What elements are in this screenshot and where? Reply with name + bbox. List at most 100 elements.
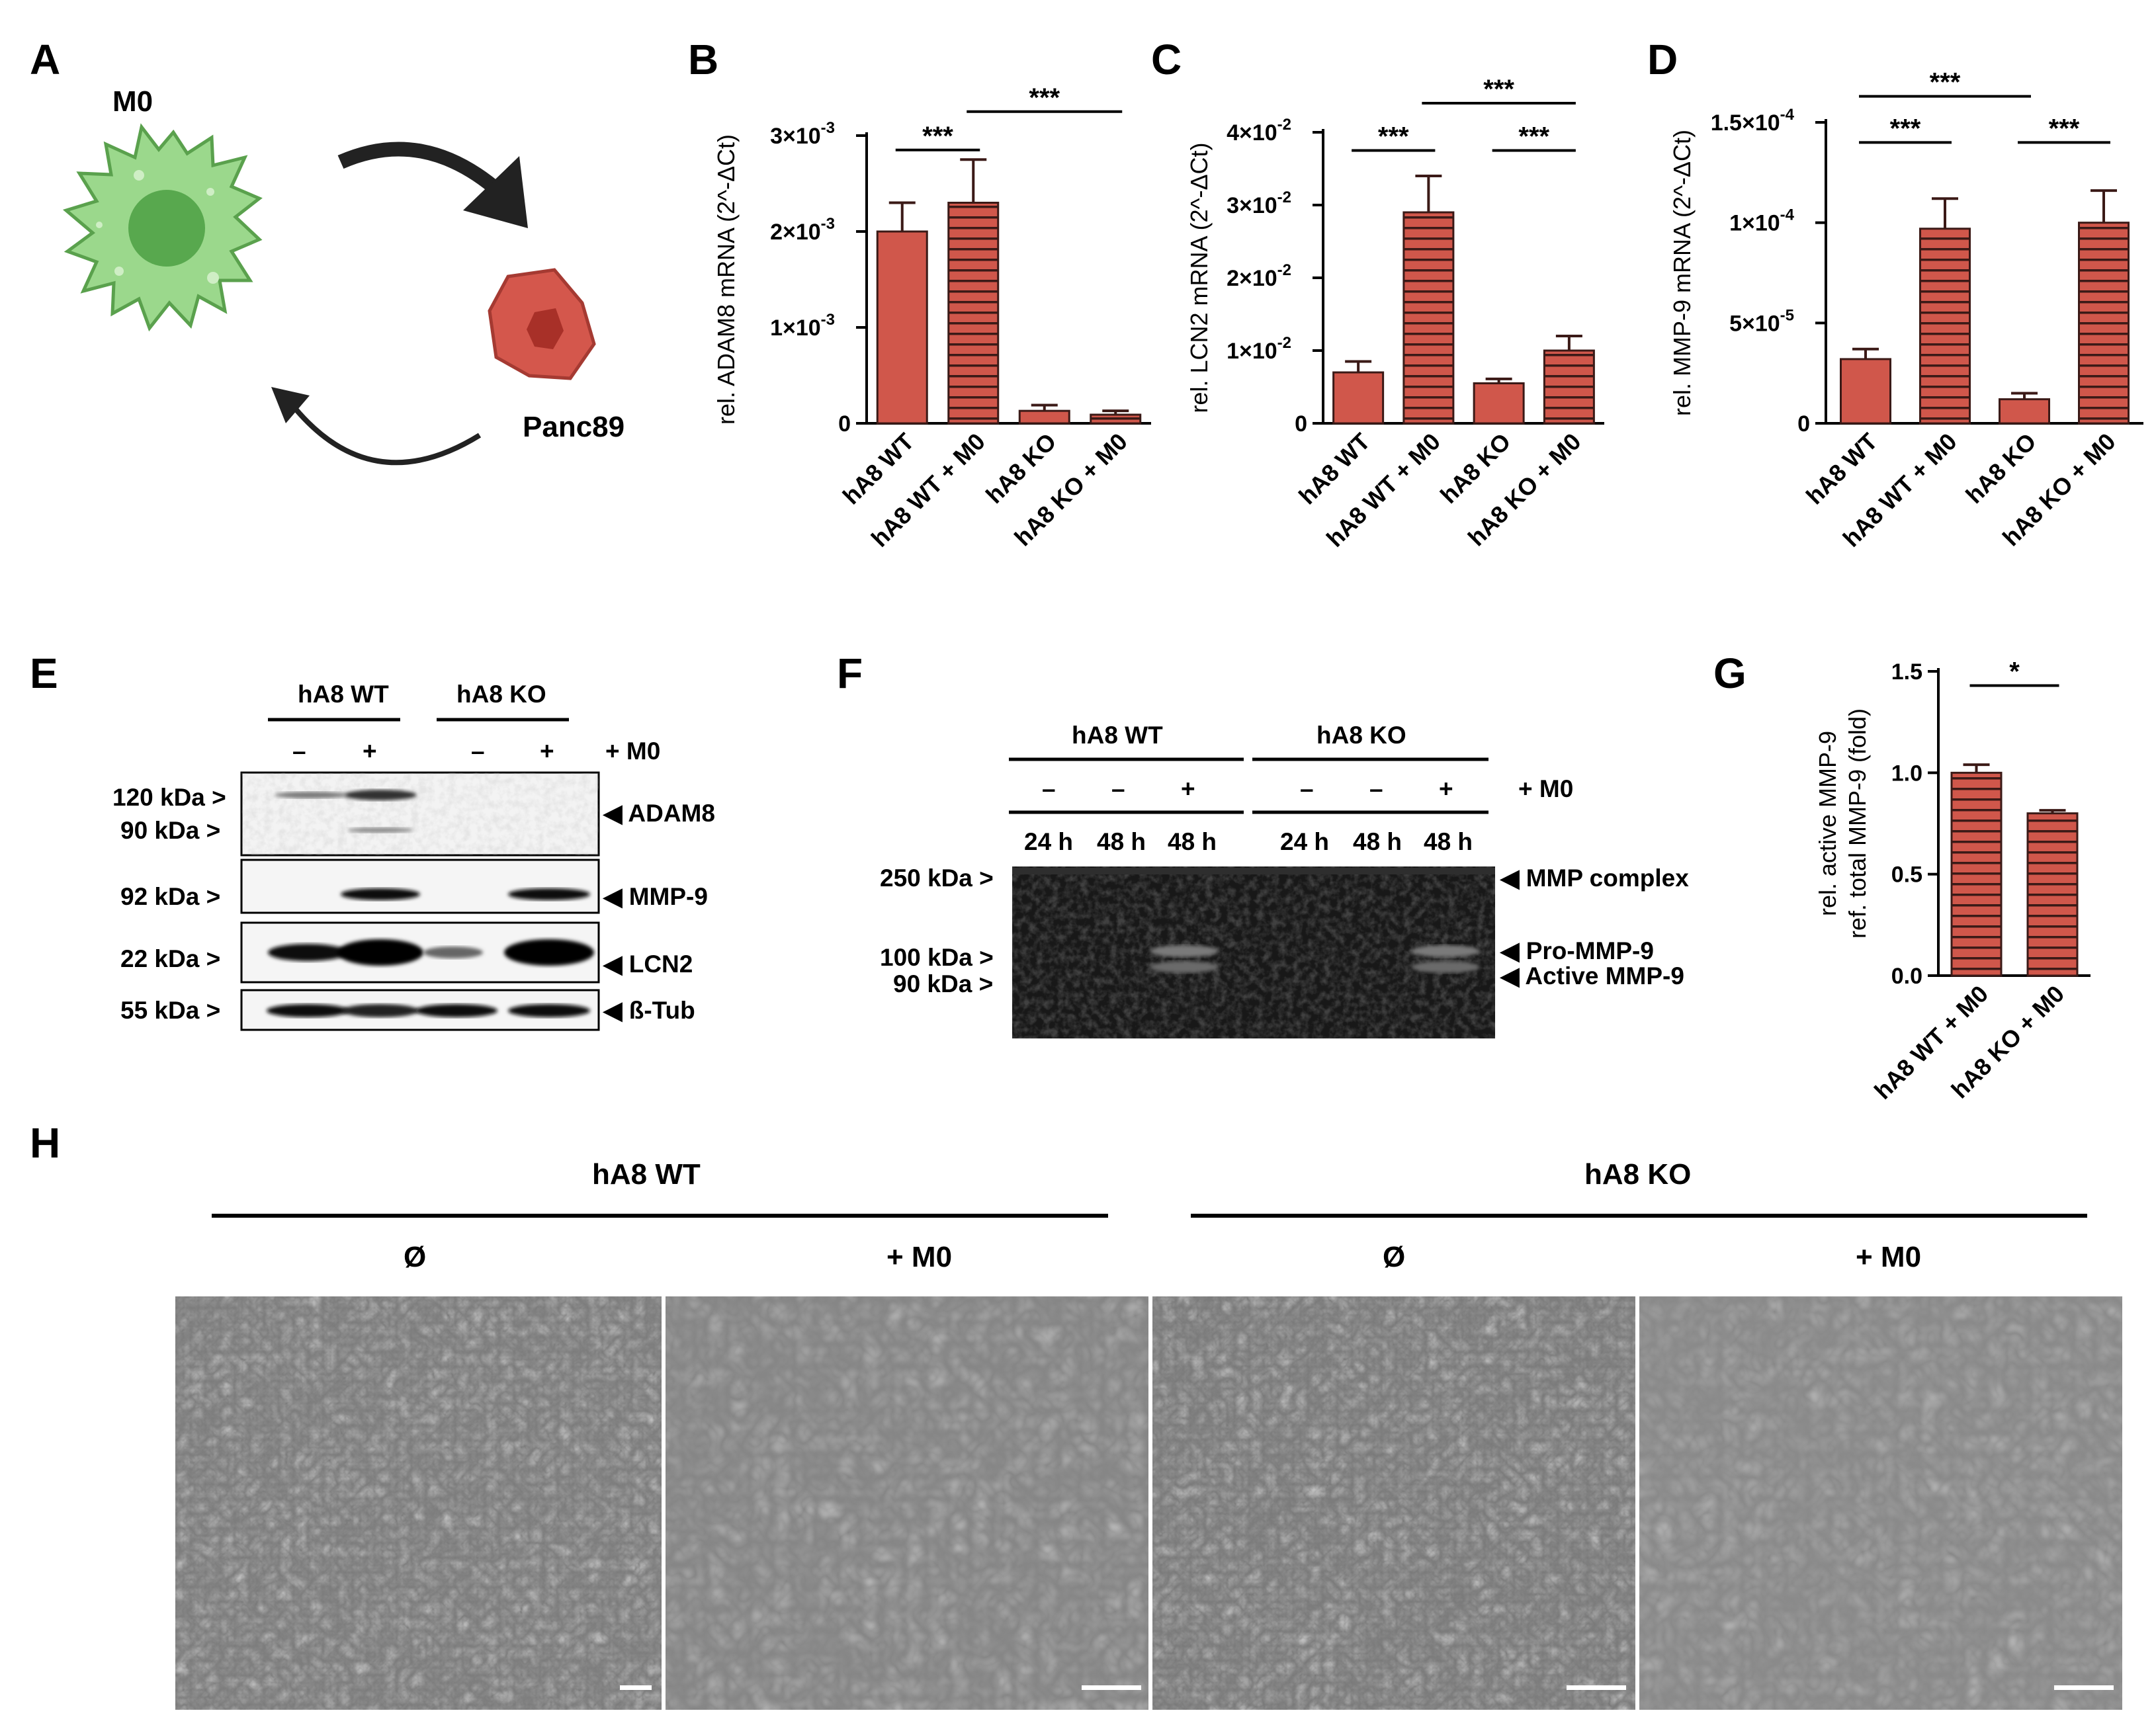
bar-g-0	[1950, 771, 2003, 977]
y-axis-label-c: rel. LCN2 mRNA (2^-ΔCt)	[1186, 143, 1213, 413]
macrophage-label: M0	[112, 85, 153, 118]
y-tick-label-c-0: 0	[1295, 411, 1307, 437]
panel-letter-g: G	[1713, 650, 1746, 697]
micrograph-ko-control	[1152, 1296, 1635, 1710]
bar-d-0	[1840, 358, 1891, 425]
bar-c-0	[1332, 371, 1385, 425]
western-blot-panel-e: hA8 WT hA8 KO – + – + + M0 120 kDa > 90 …	[112, 681, 715, 1031]
panel-letter-c: C	[1151, 36, 1182, 83]
micro-cond-1: Ø	[404, 1241, 426, 1273]
panel-letter-e: E	[30, 650, 58, 697]
y-tick-label-b-0: 0	[838, 411, 851, 437]
micrographs-panel-h: hA8 WT hA8 KO Ø + M0 Ø + M0	[175, 1158, 2122, 1710]
bar-d-3	[2078, 222, 2130, 425]
western-lane-sign-2: +	[363, 737, 377, 765]
panel-letter-f: F	[837, 650, 863, 697]
western-group-wt: hA8 WT	[298, 681, 389, 708]
western-lane-sign-4: +	[540, 737, 554, 765]
category-label-d-0: hA8 WT	[1801, 428, 1883, 510]
y-tick-label-d-0: 0	[1797, 411, 1810, 437]
y-tick-label-d-1: 5×10-5	[1729, 306, 1794, 336]
zymo-lane-time-1: 24 h	[1024, 828, 1073, 855]
sig-label-c-1: ***	[1518, 122, 1549, 151]
band-label-btub: ◀ ß-Tub	[602, 997, 695, 1024]
zymo-lane-sign-6: +	[1439, 775, 1453, 802]
micro-cond-3: Ø	[1383, 1241, 1405, 1273]
y-tick-label-d-2: 1×10-4	[1729, 206, 1795, 236]
zymo-lane-sign-5: –	[1369, 775, 1383, 802]
zymo-lane-time-3: 48 h	[1168, 828, 1217, 855]
zymo-lane-time-6: 48 h	[1424, 828, 1473, 855]
sig-label-d-0: ***	[1890, 114, 1921, 143]
micrograph-ko-m0	[1639, 1296, 2122, 1710]
schematic-panel-a: M0 Panc89	[62, 85, 625, 466]
marker-22kda: 22 kDa >	[120, 945, 220, 972]
sig-label-b-0: ***	[922, 122, 953, 151]
y-tick-label-b-1: 1×10-3	[770, 311, 835, 341]
y-tick-label-g-3: 1.5	[1891, 659, 1922, 685]
panel-letter-h: H	[30, 1119, 60, 1167]
zymo-band-mmp-complex: ◀ MMP complex	[1499, 864, 1689, 892]
micro-cond-4: + M0	[1856, 1241, 1921, 1273]
sig-label-c-2: ***	[1483, 75, 1514, 104]
y-tick-label-b-3: 3×10-3	[770, 119, 835, 149]
zymo-lane-time-5: 48 h	[1353, 828, 1402, 855]
panel-letter-b: B	[688, 36, 718, 83]
zymo-lane-sign-2: –	[1111, 775, 1125, 802]
y-axis-label-g-0: rel. active MMP-9	[1814, 731, 1841, 916]
category-label-d-2: hA8 KO	[1960, 428, 2041, 509]
bar-b-0	[876, 230, 928, 425]
western-lane-sign-1: –	[292, 737, 306, 765]
blot-mmp9	[240, 859, 600, 914]
bar-b-1	[947, 202, 1000, 425]
y-tick-label-c-3: 3×10-2	[1227, 189, 1291, 218]
macrophage-nucleus-icon	[128, 190, 205, 267]
sig-label-g-0: *	[2009, 657, 2020, 686]
bar-b-2	[1018, 409, 1070, 425]
sig-label-b-1: ***	[1029, 83, 1060, 112]
zymo-treatment-label: + M0	[1518, 775, 1573, 802]
y-tick-label-g-2: 1.0	[1891, 761, 1922, 786]
bar-c-2	[1473, 382, 1525, 425]
micro-group-wt: hA8 WT	[592, 1158, 701, 1191]
y-tick-label-c-1: 1×10-2	[1227, 334, 1291, 364]
western-lane-sign-3: –	[471, 737, 485, 765]
band-label-adam8: ◀ ADAM8	[602, 800, 715, 827]
bar-g-1	[2026, 812, 2079, 977]
arrow-to-cell-icon	[337, 142, 505, 198]
zymo-lane-time-4: 24 h	[1280, 828, 1329, 855]
bar-d-1	[1919, 228, 1971, 425]
panc89-label: Panc89	[523, 411, 625, 443]
bar-d-2	[1999, 398, 2050, 425]
band-label-lcn2: ◀ LCN2	[602, 950, 693, 978]
y-tick-label-c-2: 2×10-2	[1227, 261, 1291, 291]
zymo-band-active-mmp9: ◀ Active MMP-9	[1499, 962, 1684, 990]
zymo-marker-100kda: 100 kDa >	[880, 944, 994, 971]
bar-c-3	[1543, 349, 1595, 425]
sig-label-d-1: ***	[2049, 114, 2080, 143]
zymo-marker-90kda: 90 kDa >	[893, 970, 993, 997]
zymo-lane-sign-4: –	[1300, 775, 1314, 802]
marker-92kda: 92 kDa >	[120, 883, 220, 910]
zymo-lane-time-2: 48 h	[1097, 828, 1146, 855]
marker-55kda: 55 kDa >	[120, 997, 220, 1024]
bar-c-1	[1402, 211, 1455, 425]
micro-group-ko: hA8 KO	[1584, 1158, 1691, 1191]
y-tick-label-g-0: 0.0	[1891, 964, 1922, 989]
zymo-group-wt: hA8 WT	[1072, 722, 1163, 749]
micrograph-wt-control	[175, 1296, 662, 1710]
micro-cond-2: + M0	[886, 1241, 952, 1273]
micrograph-wt-m0	[666, 1296, 1148, 1710]
sig-label-c-0: ***	[1378, 122, 1409, 151]
panel-letter-d: D	[1647, 36, 1678, 83]
y-tick-label-g-1: 0.5	[1891, 863, 1922, 888]
arrow-to-macrophage-icon	[288, 401, 482, 466]
zymo-group-ko: hA8 KO	[1316, 722, 1406, 749]
marker-90kda-e: 90 kDa >	[120, 817, 220, 844]
zymo-band-pro-mmp9: ◀ Pro-MMP-9	[1499, 937, 1654, 964]
band-label-mmp9: ◀ MMP-9	[602, 883, 708, 910]
panel-letter-a: A	[30, 36, 60, 83]
